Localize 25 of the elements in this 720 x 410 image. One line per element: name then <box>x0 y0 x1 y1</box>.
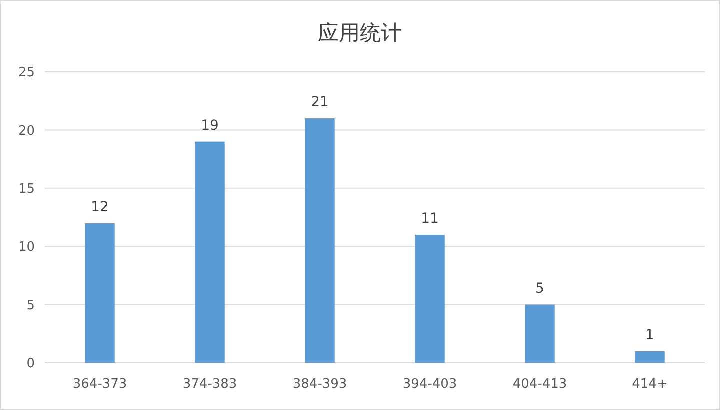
chart-title: 应用统计 <box>318 21 402 45</box>
data-label: 11 <box>421 210 439 227</box>
data-label: 21 <box>311 94 329 111</box>
y-tick-label: 0 <box>26 356 35 372</box>
data-label: 19 <box>201 118 219 134</box>
bar <box>415 234 445 363</box>
x-tick-label: 364-373 <box>72 377 128 392</box>
x-tick-label: 404-413 <box>512 377 568 392</box>
y-tick-label: 10 <box>18 240 35 256</box>
data-label: 12 <box>91 199 109 216</box>
bar <box>195 142 225 363</box>
data-label: 1 <box>646 327 654 344</box>
data-label: 5 <box>536 280 544 297</box>
x-tick-label: 384-393 <box>292 377 348 392</box>
bar <box>525 304 555 363</box>
x-tick-label: 394-403 <box>402 377 458 392</box>
y-tick-label: 15 <box>18 182 35 197</box>
y-tick-label: 20 <box>18 124 35 139</box>
bar <box>85 223 115 363</box>
x-tick-label: 414+ <box>632 377 668 392</box>
bar <box>635 351 665 363</box>
x-tick-label: 374-383 <box>182 377 238 392</box>
y-tick-label: 25 <box>18 66 35 81</box>
bar <box>305 118 335 363</box>
y-tick-label: 5 <box>26 298 35 314</box>
